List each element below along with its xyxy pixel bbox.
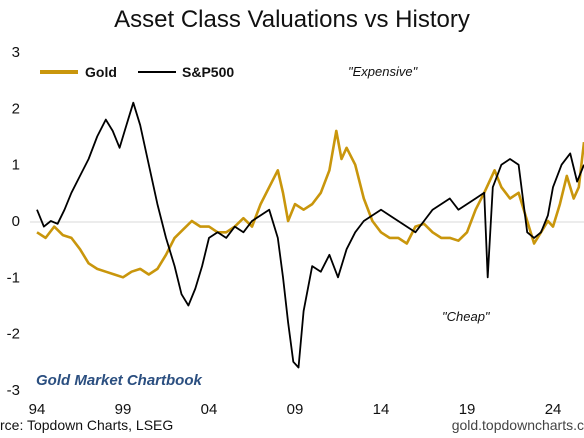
- x-tick-label: 99: [115, 401, 132, 418]
- y-tick-label: 3: [12, 44, 20, 61]
- gold-series-line: [36, 129, 584, 279]
- legend-label-gold: Gold: [85, 64, 117, 80]
- legend-label-sp500: S&P500: [182, 64, 234, 80]
- sp500-series-line: [36, 101, 584, 369]
- y-tick-label: 2: [12, 100, 20, 117]
- x-tick-label: 24: [545, 401, 562, 418]
- y-tick-label: 1: [12, 157, 20, 174]
- series-layer: [36, 101, 584, 369]
- x-tick-label: 14: [373, 401, 390, 418]
- source-note: rce: Topdown Charts, LSEG: [0, 417, 174, 433]
- y-tick-label: 0: [12, 213, 20, 230]
- x-tick-label: 94: [29, 401, 46, 418]
- y-tick-label: -1: [7, 269, 20, 286]
- x-tick-label: 19: [459, 401, 476, 418]
- annotation-cheap: "Cheap": [442, 309, 491, 324]
- chartbook-label: Gold Market Chartbook: [36, 372, 202, 389]
- annotation-expensive: "Expensive": [348, 64, 419, 79]
- y-tick-label: -2: [7, 326, 20, 343]
- x-tick-label: 09: [287, 401, 304, 418]
- website-link[interactable]: gold.topdowncharts.c: [451, 417, 584, 433]
- x-tick-label: 04: [201, 401, 218, 418]
- chart-title: Asset Class Valuations vs History: [114, 6, 470, 33]
- legend: Gold S&P500: [40, 64, 234, 80]
- y-axis-ticks: 3 2 1 0 -1 -2 -3: [7, 44, 20, 399]
- x-axis-ticks: 94 99 04 09 14 19 24: [29, 401, 562, 418]
- y-tick-label: -3: [7, 382, 20, 399]
